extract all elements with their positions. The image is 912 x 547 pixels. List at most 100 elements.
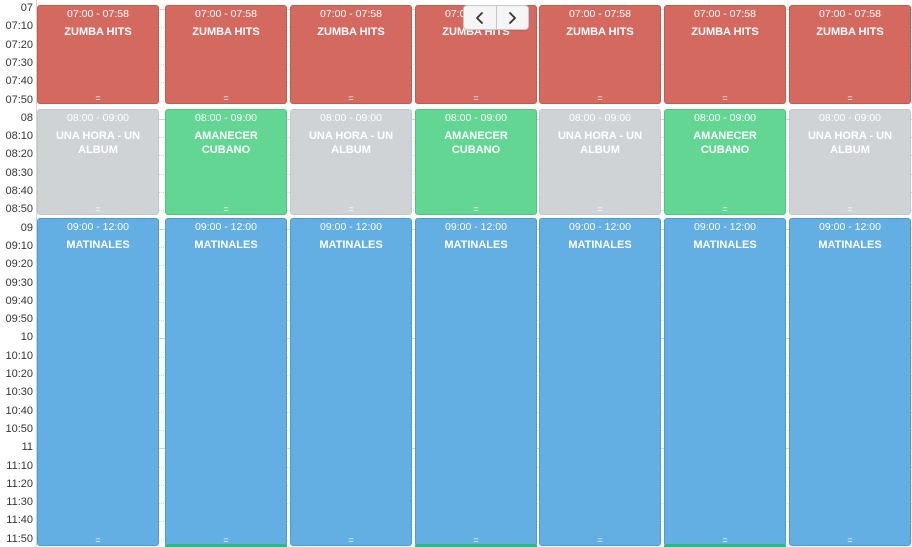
resize-handle[interactable]: = <box>223 93 229 103</box>
time-label: 09 <box>20 221 33 234</box>
resize-handle[interactable]: = <box>473 535 479 545</box>
event-block[interactable]: 08:00 - 09:00 UNA HORA - UN ALBUM = <box>789 109 911 215</box>
time-label: 08:50 <box>5 203 33 216</box>
event-title: AMANECER CUBANO <box>194 130 258 156</box>
day-column: 07:00 - 07:58 ZUMBA HITS = 08:00 - 09:00 UNA… <box>37 0 159 547</box>
event-title: ZUMBA HITS <box>816 26 884 38</box>
calendar-grid: 07:00 - 07:58 ZUMBA HITS = 08:00 - 09:00 UNA… <box>37 0 912 547</box>
time-label: 10:40 <box>5 404 33 417</box>
resize-handle[interactable]: = <box>847 204 853 214</box>
next-week-button[interactable] <box>495 6 529 29</box>
resize-handle[interactable]: = <box>348 204 354 214</box>
resize-handle[interactable]: = <box>722 204 728 214</box>
resize-handle[interactable]: = <box>597 535 603 545</box>
day-column: 07:00 - 07:58 ZUMBA HITS = 08:00 - 09:00 UNA… <box>539 0 661 547</box>
event-block[interactable]: 07:00 - 07:58 ZUMBA HITS = <box>165 5 287 104</box>
event-block[interactable]: 07:00 - 07:58 ZUMBA HITS = <box>539 5 661 104</box>
event-title: ZUMBA HITS <box>317 26 385 38</box>
time-label: 10 <box>20 331 33 344</box>
chevron-right-icon <box>509 11 517 24</box>
event-block[interactable]: 08:00 - 09:00 UNA HORA - UN ALBUM = <box>539 109 661 215</box>
resize-handle[interactable]: = <box>597 204 603 214</box>
event-title: MATINALES <box>568 239 632 251</box>
event-title: MATINALES <box>194 239 258 251</box>
next-event-block[interactable] <box>415 544 537 547</box>
event-title: AMANECER CUBANO <box>693 130 757 156</box>
prev-week-button[interactable] <box>464 6 496 29</box>
event-block[interactable]: 09:00 - 12:00 MATINALES = <box>37 218 159 546</box>
next-event-block[interactable] <box>165 544 287 547</box>
resize-handle[interactable]: = <box>597 93 603 103</box>
time-label: 09:20 <box>5 258 33 271</box>
event-block[interactable]: 09:00 - 12:00 MATINALES = <box>415 218 537 546</box>
time-label: 11:50 <box>6 532 33 545</box>
event-title: UNA HORA - UN ALBUM <box>55 130 141 156</box>
event-block[interactable]: 08:00 - 09:00 UNA HORA - UN ALBUM = <box>37 109 159 215</box>
event-title: UNA HORA - UN ALBUM <box>807 130 893 156</box>
week-navigation <box>463 5 529 30</box>
time-label: 07 <box>20 2 33 14</box>
resize-handle[interactable]: = <box>473 204 479 214</box>
event-block[interactable]: 09:00 - 12:00 MATINALES = <box>539 218 661 546</box>
next-event-block[interactable] <box>664 544 786 547</box>
resize-handle[interactable]: = <box>348 535 354 545</box>
event-time: 09:00 - 12:00 <box>67 221 129 233</box>
time-label: 08:30 <box>5 166 33 179</box>
event-block[interactable]: 09:00 - 12:00 MATINALES = <box>290 218 412 546</box>
time-label: 07:30 <box>5 56 33 69</box>
event-block[interactable]: 08:00 - 09:00 AMANECER CUBANO = <box>664 109 786 215</box>
event-block[interactable]: 09:00 - 12:00 MATINALES = <box>789 218 911 546</box>
event-title: ZUMBA HITS <box>566 26 634 38</box>
time-label: 08:10 <box>5 130 33 143</box>
resize-handle[interactable]: = <box>95 93 101 103</box>
resize-handle[interactable]: = <box>722 93 728 103</box>
event-time: 07:00 - 07:58 <box>819 8 881 20</box>
event-time: 07:00 - 07:58 <box>569 8 631 20</box>
event-title: MATINALES <box>66 239 130 251</box>
event-block[interactable]: 09:00 - 12:00 MATINALES = <box>165 218 287 546</box>
event-time: 09:00 - 12:00 <box>320 221 382 233</box>
resize-handle[interactable]: = <box>223 204 229 214</box>
event-block[interactable]: 08:00 - 09:00 AMANECER CUBANO = <box>165 109 287 215</box>
event-block[interactable]: 08:00 - 09:00 AMANECER CUBANO = <box>415 109 537 215</box>
event-title: ZUMBA HITS <box>691 26 759 38</box>
resize-handle[interactable]: = <box>847 535 853 545</box>
time-label: 07:10 <box>5 20 33 33</box>
resize-handle[interactable]: = <box>722 535 728 545</box>
event-time: 07:00 - 07:58 <box>67 8 129 20</box>
event-block[interactable]: 07:00 - 07:58 ZUMBA HITS = <box>37 5 159 104</box>
event-time: 08:00 - 09:00 <box>67 112 129 124</box>
time-label: 08 <box>20 111 33 124</box>
event-time: 08:00 - 09:00 <box>445 112 507 124</box>
time-label: 09:50 <box>5 313 33 326</box>
event-block[interactable]: 07:00 - 07:58 ZUMBA HITS = <box>664 5 786 104</box>
time-label: 11:10 <box>6 459 33 472</box>
time-label: 11:20 <box>6 477 33 490</box>
event-title: MATINALES <box>444 239 508 251</box>
event-title: MATINALES <box>319 239 383 251</box>
resize-handle[interactable]: = <box>473 93 479 103</box>
event-block[interactable]: 07:00 - 07:58 ZUMBA HITS = <box>789 5 911 104</box>
event-block[interactable]: 09:00 - 12:00 MATINALES = <box>664 218 786 546</box>
resize-handle[interactable]: = <box>95 204 101 214</box>
event-time: 08:00 - 09:00 <box>569 112 631 124</box>
event-time: 09:00 - 12:00 <box>569 221 631 233</box>
event-time: 09:00 - 12:00 <box>819 221 881 233</box>
resize-handle[interactable]: = <box>348 93 354 103</box>
event-title: MATINALES <box>693 239 757 251</box>
time-label: 10:30 <box>5 386 33 399</box>
event-time: 07:00 - 07:58 <box>320 8 382 20</box>
event-block[interactable]: 07:00 - 07:58 ZUMBA HITS = <box>290 5 412 104</box>
event-time: 08:00 - 09:00 <box>195 112 257 124</box>
event-title: AMANECER CUBANO <box>444 130 508 156</box>
resize-handle[interactable]: = <box>95 535 101 545</box>
resize-handle[interactable]: = <box>223 535 229 545</box>
time-label: 09:30 <box>5 276 33 289</box>
event-block[interactable]: 08:00 - 09:00 UNA HORA - UN ALBUM = <box>290 109 412 215</box>
time-label: 10:20 <box>5 368 33 380</box>
time-label: 07:40 <box>5 75 33 88</box>
resize-handle[interactable]: = <box>847 93 853 103</box>
